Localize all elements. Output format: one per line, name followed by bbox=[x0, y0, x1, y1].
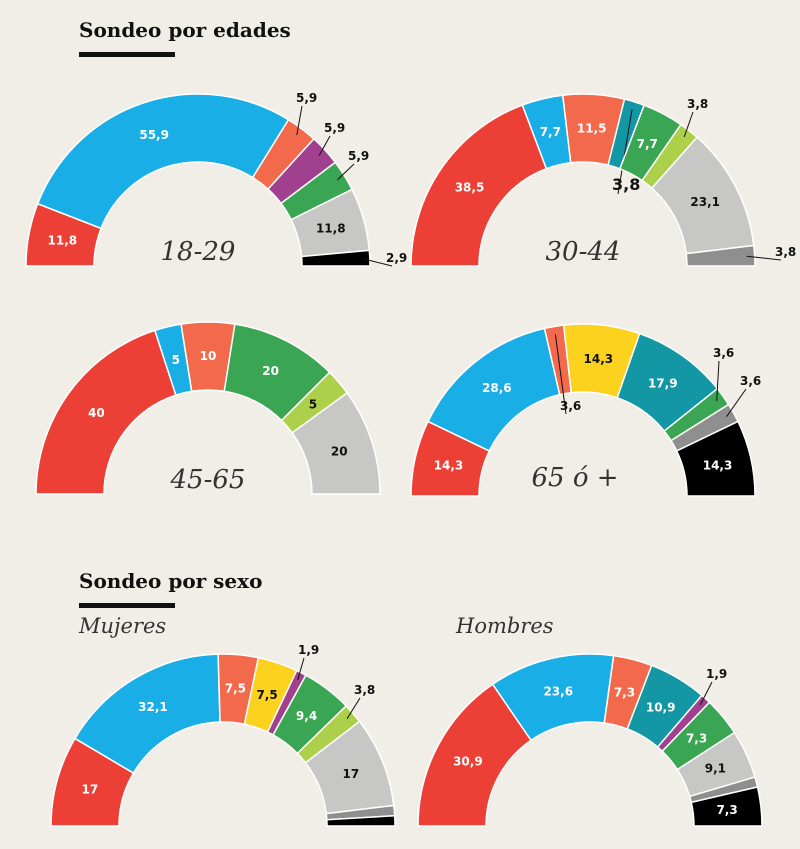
slice-value-label: 23,1 bbox=[690, 195, 720, 209]
slice-value-label: 14,3 bbox=[703, 458, 733, 472]
leader-line bbox=[746, 255, 782, 261]
slice-value-label: 5,9 bbox=[348, 149, 369, 163]
donut-chart-5: 17 32,1 7,5 7,5 1,9 9,4 3,8 17 bbox=[50, 643, 396, 827]
slice-value-label: 7,3 bbox=[614, 685, 635, 699]
leader-line bbox=[337, 163, 355, 181]
slice-value-label: 17 bbox=[342, 767, 359, 781]
donut-chart-2: 38,5 7,7 11,5 3,8 7,7 3,8 23,1 3,8 30-44 bbox=[410, 93, 796, 267]
slice-black bbox=[326, 814, 396, 827]
slice-value-label: 3,8 bbox=[612, 175, 640, 194]
slice-value-label: 7,7 bbox=[637, 137, 658, 151]
slice-value-label: 7,5 bbox=[225, 682, 246, 696]
donut-chart-1: 11,855,95,95,95,911,82,918-29 bbox=[25, 91, 407, 267]
donut-chart-3: 40 5 10 20 5 20 45-65 bbox=[35, 321, 381, 495]
slice-value-label: 2,9 bbox=[386, 251, 407, 265]
chart-center-label: 65 ó + bbox=[531, 463, 618, 493]
slice-value-label: 11,8 bbox=[48, 234, 78, 248]
slice-value-label: 5,9 bbox=[324, 121, 345, 135]
chart-center-label: 30-44 bbox=[546, 237, 621, 267]
slice-black bbox=[675, 420, 756, 497]
slice-value-label: 11,5 bbox=[577, 121, 607, 135]
slice-red bbox=[35, 329, 177, 495]
slice-value-label: 38,5 bbox=[455, 180, 485, 194]
slice-value-label: 3,8 bbox=[354, 683, 375, 697]
slice-value-label: 5,9 bbox=[296, 91, 317, 105]
age-title-rule bbox=[79, 52, 175, 57]
slice-value-label: 20 bbox=[262, 364, 279, 378]
chart-center-label: 18-29 bbox=[161, 237, 236, 267]
slice-value-label: 11,8 bbox=[316, 221, 346, 235]
slice-black bbox=[300, 249, 371, 267]
slice-value-label: 32,1 bbox=[138, 700, 168, 714]
hombres-label: Hombres bbox=[456, 614, 554, 638]
leader-line bbox=[318, 135, 331, 156]
leader-line bbox=[296, 105, 303, 136]
donut-chart-4: 14,3 28,6 3,6 14,3 17,9 3,6 3,6 14,3 65 ó + bbox=[410, 323, 761, 497]
leader-line bbox=[346, 697, 361, 719]
slice-value-label: 55,9 bbox=[139, 128, 169, 142]
slice-value-label: 30,9 bbox=[453, 755, 483, 769]
slice-red bbox=[410, 104, 548, 267]
leader-line bbox=[554, 334, 567, 415]
slice-value-label: 3,6 bbox=[740, 374, 761, 388]
slice-darkgray bbox=[685, 244, 756, 267]
donut-chart-6: 30,9 23,6 7,3 10,9 1,9 7,3 9,1 7,3 bbox=[417, 653, 763, 827]
slice-value-label: 5 bbox=[172, 353, 180, 367]
slice-value-label: 20 bbox=[331, 444, 348, 458]
slice-value-label: 7,3 bbox=[716, 803, 737, 817]
leader-line bbox=[716, 360, 720, 402]
slice-value-label: 17 bbox=[82, 783, 99, 797]
slice-value-label: 10,9 bbox=[646, 700, 676, 714]
slice-value-label: 1,9 bbox=[298, 643, 319, 657]
chart-center-label: 45-65 bbox=[170, 465, 246, 495]
slice-value-label: 3,6 bbox=[713, 346, 734, 360]
slice-value-label: 17,9 bbox=[648, 376, 678, 390]
slice-lightgray bbox=[291, 391, 381, 495]
slice-value-label: 3,6 bbox=[560, 399, 581, 413]
slice-value-label: 14,3 bbox=[434, 458, 464, 472]
slice-value-label: 7,7 bbox=[540, 125, 561, 139]
slice-value-label: 10 bbox=[200, 349, 217, 363]
leader-line bbox=[617, 109, 633, 195]
slice-value-label: 23,6 bbox=[543, 685, 573, 699]
leader-line bbox=[699, 681, 713, 705]
leader-line bbox=[683, 111, 694, 138]
slice-value-label: 5 bbox=[309, 397, 317, 411]
slice-value-label: 9,1 bbox=[705, 761, 726, 775]
slice-value-label: 3,8 bbox=[687, 97, 708, 111]
slice-value-label: 9,4 bbox=[296, 709, 317, 723]
leader-line bbox=[297, 657, 305, 681]
slice-value-label: 7,5 bbox=[256, 688, 277, 702]
mujeres-label: Mujeres bbox=[79, 614, 167, 638]
sex-title-rule bbox=[79, 603, 175, 608]
leader-line bbox=[361, 258, 393, 267]
age-section-title: Sondeo por edades bbox=[79, 18, 291, 42]
slice-value-label: 1,9 bbox=[706, 667, 727, 681]
slice-value-label: 40 bbox=[88, 406, 105, 420]
leader-line bbox=[726, 388, 747, 417]
slice-value-label: 28,6 bbox=[482, 381, 512, 395]
slice-value-label: 7,3 bbox=[686, 731, 707, 745]
slice-black bbox=[690, 786, 763, 827]
slice-value-label: 14,3 bbox=[584, 352, 614, 366]
slice-blue bbox=[36, 93, 290, 230]
sex-section-title: Sondeo por sexo bbox=[79, 569, 263, 593]
slice-value-label: 3,8 bbox=[775, 245, 796, 259]
